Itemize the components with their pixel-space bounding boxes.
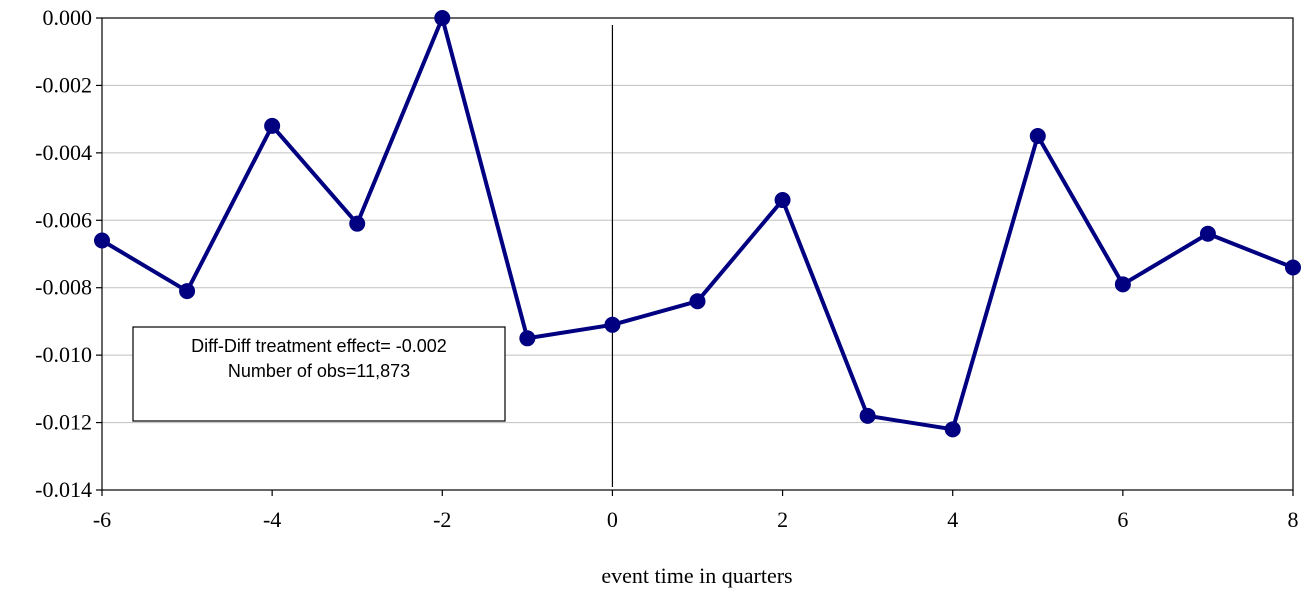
x-tick-label: 2 — [777, 507, 788, 532]
y-tick-label: -0.014 — [35, 477, 92, 502]
data-point — [604, 316, 621, 333]
data-point — [1199, 225, 1216, 242]
x-axis-title: event time in quarters — [601, 563, 792, 588]
data-point — [944, 421, 961, 438]
data-point — [1029, 128, 1046, 144]
series-line — [94, 10, 1301, 438]
x-tick-label: 8 — [1288, 507, 1299, 532]
x-tick-label: 4 — [947, 507, 958, 532]
y-axis-ticks: 0.000 -0.002 -0.004 -0.006 -0.008 -0.010 -0.01… — [35, 5, 102, 502]
data-point — [1285, 259, 1301, 276]
x-tick-label: 0 — [607, 507, 618, 532]
data-point — [519, 330, 536, 347]
data-point — [1114, 276, 1131, 293]
plot-area-frame — [101, 17, 1294, 491]
x-tick-label: -2 — [433, 507, 451, 532]
x-tick-label: -4 — [263, 507, 281, 532]
y-tick-label: -0.004 — [35, 140, 92, 165]
annotation-line-2: Number of obs=11,873 — [228, 361, 410, 381]
data-point — [179, 283, 196, 300]
x-axis-ticks: -6 -4 -2 0 2 4 6 8 — [93, 490, 1299, 532]
data-point — [689, 293, 706, 310]
y-tick-label: -0.002 — [35, 72, 92, 97]
x-tick-label: -6 — [93, 507, 111, 532]
y-tick-label: -0.006 — [35, 207, 92, 232]
y-tick-label: -0.008 — [35, 275, 92, 300]
annotation-box: Diff-Diff treatment effect= -0.002 Numbe… — [132, 326, 506, 422]
data-point — [859, 407, 876, 424]
x-tick-label: 6 — [1117, 507, 1128, 532]
annotation-line-1: Diff-Diff treatment effect= -0.002 — [191, 336, 447, 356]
data-point — [94, 232, 110, 249]
gridlines — [102, 84, 1293, 491]
data-point — [349, 215, 366, 232]
annotation-box-frame — [132, 326, 506, 422]
y-tick-label: -0.010 — [35, 342, 92, 367]
data-point — [264, 117, 281, 134]
data-point — [774, 192, 791, 209]
y-tick-label: 0.000 — [43, 5, 93, 30]
y-tick-label: -0.012 — [35, 410, 92, 435]
data-point — [434, 10, 451, 26]
